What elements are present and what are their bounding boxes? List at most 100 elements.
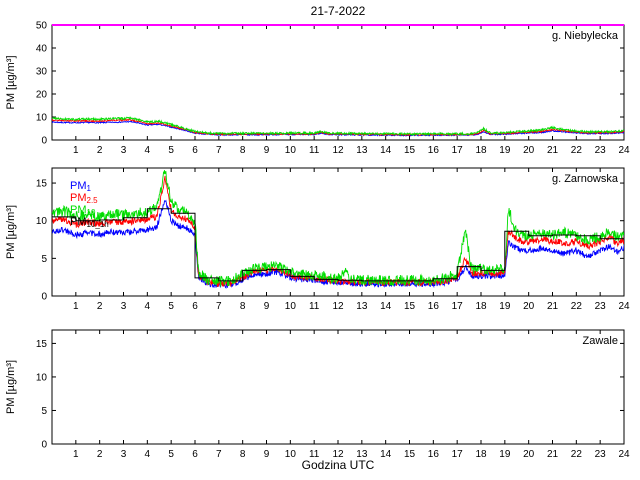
x-tick-label: 6: [192, 449, 198, 460]
x-tick-label: 24: [618, 449, 630, 460]
x-tick-label: 16: [428, 449, 440, 460]
chart-title: 21-7-2022: [310, 4, 366, 18]
x-tick-label: 5: [168, 145, 174, 156]
x-tick-label: 18: [475, 145, 487, 156]
y-tick-label: 0: [41, 292, 47, 303]
station-label: Zawale: [583, 335, 618, 347]
x-tick-label: 4: [145, 301, 151, 312]
x-tick-label: 23: [595, 449, 607, 460]
panel-2: 1 2 3 4 5 6 7 8 9 10 11 12 13 14 15 16 17 18 19 20 21 22 23 240…: [5, 329, 630, 460]
x-tick-label: 1: [73, 301, 79, 312]
x-tick-label: 9: [264, 449, 270, 460]
legend-item: PM2.5: [70, 192, 98, 205]
y-axis-label: PM [µg/m³]: [5, 55, 17, 109]
y-tick-label: 15: [36, 339, 48, 350]
x-tick-label: 18: [475, 301, 487, 312]
x-tick-label: 3: [121, 301, 127, 312]
x-tick-label: 3: [121, 449, 127, 460]
x-tick-label: 6: [192, 145, 198, 156]
y-axis-label: PM [µg/m³]: [5, 205, 17, 259]
x-tick-label: 12: [332, 301, 344, 312]
x-tick-label: 10: [285, 145, 297, 156]
x-tick-label: 13: [356, 145, 368, 156]
x-tick-label: 15: [404, 301, 416, 312]
x-tick-label: 14: [380, 145, 392, 156]
series-pm10: [52, 116, 624, 137]
x-tick-label: 20: [523, 449, 535, 460]
x-tick-label: 12: [332, 145, 344, 156]
x-tick-label: 15: [404, 449, 416, 460]
x-axis-label: Godzina UTC: [301, 458, 375, 472]
y-tick-label: 5: [41, 406, 47, 417]
y-tick-label: 50: [36, 21, 48, 32]
y-tick-label: 10: [36, 372, 48, 383]
x-tick-label: 10: [285, 301, 297, 312]
x-tick-label: 11: [309, 449, 320, 460]
x-tick-label: 22: [571, 145, 583, 156]
series-pm10-1h-step: [52, 208, 624, 282]
y-tick-label: 20: [36, 90, 48, 101]
y-tick-label: 40: [36, 44, 48, 55]
x-tick-label: 21: [547, 145, 559, 156]
station-label: g. Niebylecka: [552, 30, 619, 42]
x-tick-label: 4: [145, 449, 151, 460]
x-tick-label: 17: [452, 145, 464, 156]
x-tick-label: 7: [216, 145, 222, 156]
legend-item: PM10_1h: [70, 216, 109, 229]
y-tick-label: 10: [36, 216, 48, 227]
x-tick-label: 23: [595, 145, 607, 156]
x-tick-label: 2: [97, 145, 103, 156]
x-tick-label: 19: [499, 449, 511, 460]
x-tick-label: 17: [452, 449, 464, 460]
x-tick-label: 16: [428, 301, 440, 312]
x-tick-label: 1: [73, 145, 79, 156]
x-tick-label: 14: [380, 449, 392, 460]
legend-item: PM1: [70, 180, 92, 193]
x-tick-label: 21: [547, 449, 559, 460]
x-tick-label: 10: [285, 449, 297, 460]
y-axis-label: PM [µg/m³]: [5, 360, 17, 414]
legend-item: PM10: [70, 204, 96, 217]
x-tick-label: 6: [192, 301, 198, 312]
panel-0: 1 2 3 4 5 6 7 8 9 10 11 12 13 14 15 16 17 18 19 20 21 22 23 240…: [5, 21, 630, 157]
x-tick-label: 22: [571, 301, 583, 312]
x-tick-label: 4: [145, 145, 151, 156]
x-tick-label: 8: [240, 145, 246, 156]
x-tick-label: 17: [452, 301, 464, 312]
y-tick-label: 30: [36, 67, 48, 78]
x-tick-label: 11: [309, 301, 320, 312]
station-label: g. Zarnowska: [552, 173, 619, 185]
y-tick-label: 10: [36, 113, 48, 124]
x-tick-label: 3: [121, 145, 127, 156]
panel-1: 1 2 3 4 5 6 7 8 9 10 11 12 13 14 15 16 17 18 19 20 21 22 23 240…: [5, 167, 630, 312]
x-tick-label: 5: [168, 301, 174, 312]
x-tick-label: 19: [499, 301, 511, 312]
y-tick-label: 0: [41, 136, 47, 147]
x-tick-label: 23: [595, 301, 607, 312]
x-tick-label: 19: [499, 145, 511, 156]
x-tick-label: 13: [356, 301, 368, 312]
x-tick-label: 8: [240, 301, 246, 312]
x-tick-label: 1: [73, 449, 79, 460]
x-tick-label: 14: [380, 301, 392, 312]
x-tick-label: 5: [168, 449, 174, 460]
x-tick-label: 7: [216, 301, 222, 312]
x-tick-label: 16: [428, 145, 440, 156]
x-tick-label: 9: [264, 301, 270, 312]
x-tick-label: 22: [571, 449, 583, 460]
x-tick-label: 13: [356, 449, 368, 460]
plot-box: [51, 329, 625, 445]
y-tick-label: 0: [41, 440, 47, 451]
y-tick-label: 5: [41, 254, 47, 265]
x-tick-label: 12: [332, 449, 344, 460]
x-tick-label: 15: [404, 145, 416, 156]
x-tick-label: 20: [523, 301, 535, 312]
x-tick-label: 2: [97, 449, 103, 460]
y-tick-label: 15: [36, 179, 48, 190]
x-tick-label: 7: [216, 449, 222, 460]
x-tick-label: 11: [309, 145, 320, 156]
x-tick-label: 8: [240, 449, 246, 460]
x-tick-label: 18: [475, 449, 487, 460]
x-tick-label: 20: [523, 145, 535, 156]
